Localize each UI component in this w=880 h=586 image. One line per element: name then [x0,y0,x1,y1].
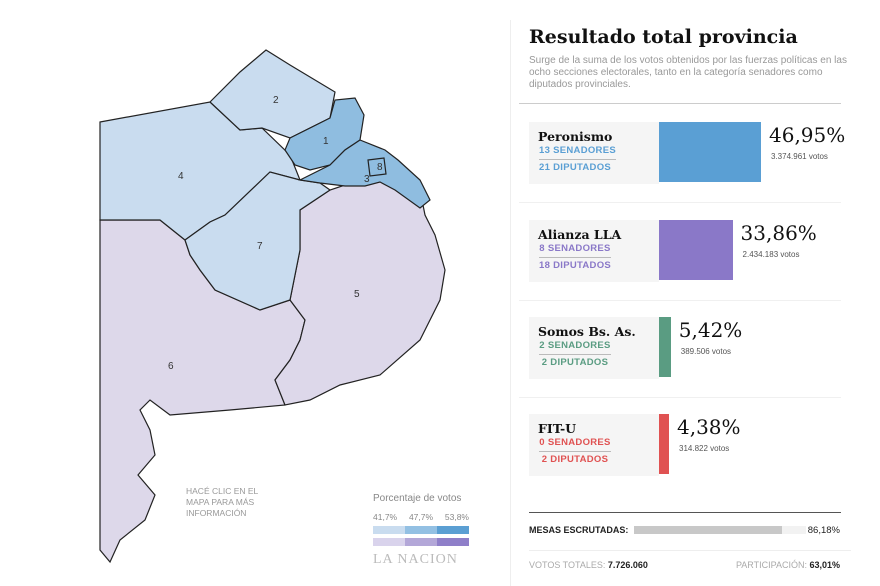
legend-swatch [437,526,469,534]
party-name: FIT-U [538,421,577,436]
divider [529,550,851,551]
party-row: Alianza LLA 8 SENADORES 18 DIPUTADOS 33,… [529,220,849,282]
legend-swatch [437,538,469,546]
divider [519,103,841,104]
legend-purple-scale [373,538,469,546]
section-label-3: 3 [364,174,370,185]
legend-swatch [373,538,405,546]
la-nacion-logo: LA NACION [373,552,458,567]
party-bar [659,414,669,474]
panel-title: Resultado total provincia [529,26,798,48]
divider [519,202,841,203]
diputados-count: 21 DIPUTADOS [539,162,612,173]
party-name: Somos Bs. As. [538,324,636,339]
party-row: FIT-U 0 SENADORES 2 DIPUTADOS 4,38% 314.… [529,414,849,476]
divider [519,300,841,301]
diputados-count: 2 DIPUTADOS [541,357,609,368]
legend-swatch [373,526,405,534]
party-name: Alianza LLA [538,227,622,242]
legend-swatch [405,526,437,534]
party-percent: 46,95% [769,123,846,147]
legend-tick: 41,7% [373,512,398,522]
senadores-count: 8 SENADORES [539,243,611,258]
votos-label: VOTOS TOTALES: [529,560,606,570]
party-bar [659,317,671,377]
party-bar [659,122,761,182]
part-value: 63,01% [809,560,840,570]
section-label-2: 2 [273,95,279,106]
section-label-5: 5 [354,289,360,300]
divider [529,512,841,513]
party-name: Peronismo [538,129,613,144]
mesas-progress-fill [634,526,783,534]
map-legend: Porcentaje de votos 41,7% 47,7% 53,8% LA… [373,493,469,568]
legend-swatch [405,538,437,546]
party-bar [659,220,733,280]
votos-value: 7.726.060 [607,560,648,570]
diputados-count: 2 DIPUTADOS [541,454,609,465]
participacion: PARTICIPACIÓN: 63,01% [736,560,840,570]
section-label-6: 6 [168,361,174,372]
party-label-box: Alianza LLA 8 SENADORES 18 DIPUTADOS [529,220,659,282]
senadores-count: 13 SENADORES [539,145,616,160]
mesas-value: 86,18% [807,525,840,536]
part-label: PARTICIPACIÓN: [735,560,807,570]
legend-tick: 47,7% [408,512,434,522]
divider [519,397,841,398]
party-label-box: FIT-U 0 SENADORES 2 DIPUTADOS [529,414,659,476]
party-votes: 2.434.183 votos [742,250,800,259]
legend-tick: 53,8% [444,512,469,522]
mesas-label: MESAS ESCRUTADAS: [529,525,629,535]
party-percent: 5,42% [678,318,743,342]
mesas-progress-bar [634,526,806,534]
section-8[interactable] [367,157,387,177]
party-votes: 389.506 votos [680,347,732,356]
panel-description: Surge de la suma de los votos obtenidos … [529,55,847,90]
party-label-box: Peronismo 13 SENADORES 21 DIPUTADOS [529,122,659,184]
party-percent: 4,38% [677,415,741,439]
section-7[interactable] [184,171,332,311]
section-label-1: 1 [323,136,329,147]
senadores-count: 0 SENADORES [539,437,611,452]
section-label-8: 8 [377,162,383,173]
senadores-count: 2 SENADORES [539,340,611,355]
map-hint: HACÉ CLIC EN EL MAPA PARA MÁS INFORMACIÓ… [186,486,258,518]
party-label-box: Somos Bs. As. 2 SENADORES 2 DIPUTADOS [529,317,659,379]
province-map: 1 2 3 8 4 5 6 7 [99,49,446,564]
diputados-count: 18 DIPUTADOS [539,260,612,271]
section-3[interactable] [298,139,431,209]
section-label-7: 7 [257,241,263,252]
votos-totales: VOTOS TOTALES: 7.726.060 [529,560,648,570]
party-percent: 33,86% [740,221,817,245]
party-row: Peronismo 13 SENADORES 21 DIPUTADOS 46,9… [529,122,849,184]
party-votes: 314.822 votos [679,444,730,453]
party-votes: 3.374.961 votos [771,152,828,161]
results-panel: Resultado total provincia Surge de la su… [510,20,851,586]
legend-blue-scale [373,526,469,534]
section-label-4: 4 [178,171,184,182]
party-row: Somos Bs. As. 2 SENADORES 2 DIPUTADOS 5,… [529,317,849,379]
legend-title: Porcentaje de votos [373,493,462,504]
